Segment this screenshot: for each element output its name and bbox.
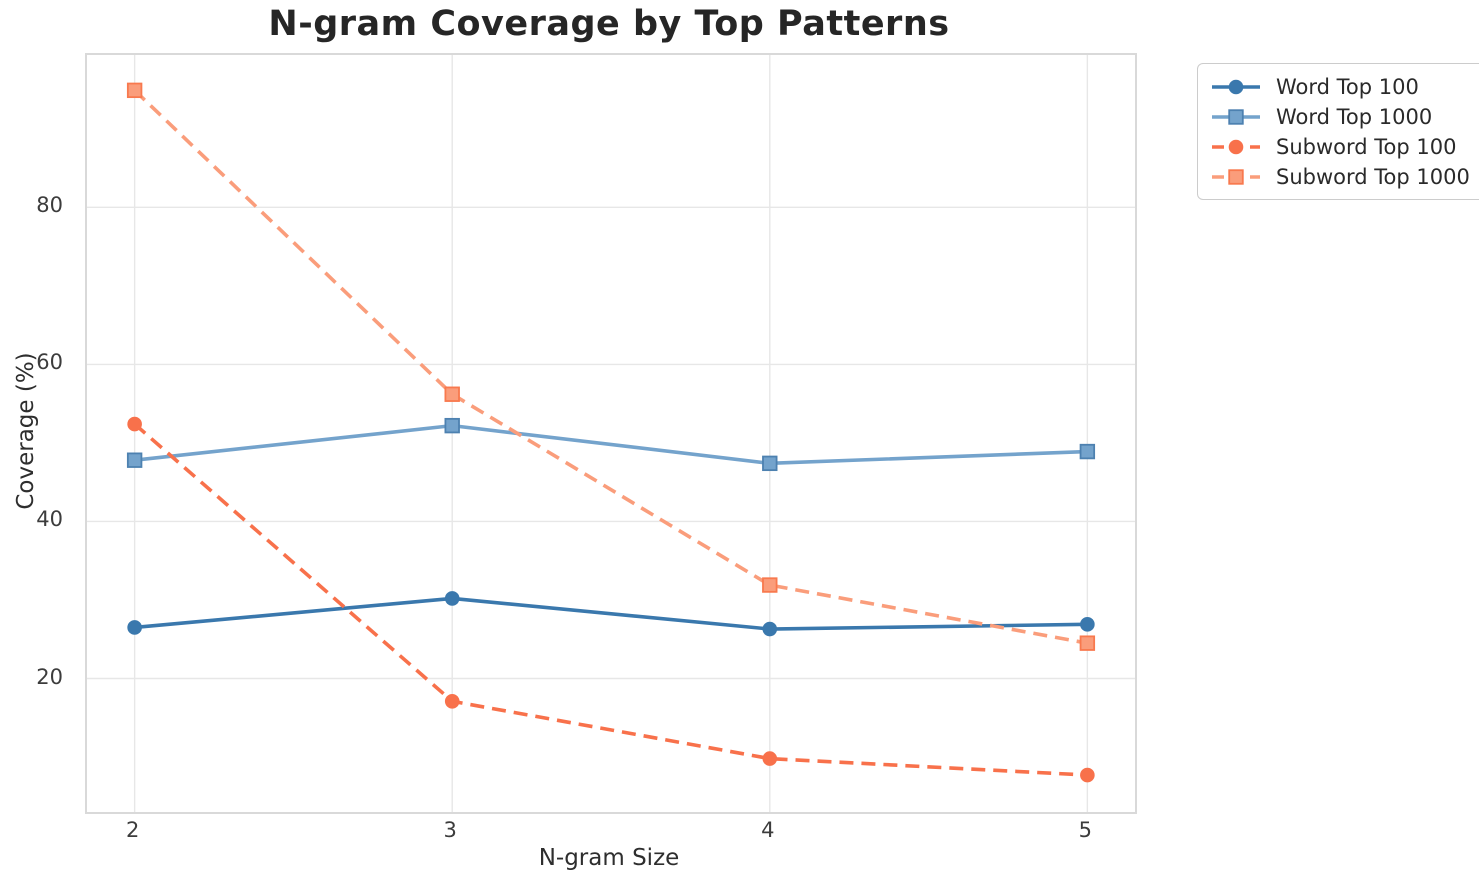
marker-word-top-100 <box>1080 617 1095 632</box>
x-tick-label: 5 <box>1078 818 1093 842</box>
legend-item-subword-top-100: Subword Top 100 <box>1210 134 1470 159</box>
y-axis-ticks: 20 40 60 80 <box>0 53 75 810</box>
x-tick-label: 2 <box>125 818 140 842</box>
x-axis-label: N-gram Size <box>538 845 680 871</box>
legend-item-word-top-1000: Word Top 1000 <box>1210 104 1470 129</box>
chart-canvas <box>87 55 1135 812</box>
marker-subword-top-1000 <box>444 386 460 402</box>
marker-subword-top-100 <box>762 751 778 766</box>
legend-line-sample-icon <box>1212 108 1260 125</box>
legend-item-subword-top-1000: Subword Top 1000 <box>1210 164 1470 189</box>
series-line-word-top-1000 <box>134 423 1088 466</box>
legend-label: Word Top 100 <box>1276 74 1419 99</box>
legend-line-sample-icon <box>1212 79 1260 94</box>
legend-label: Subword Top 1000 <box>1276 164 1470 189</box>
marker-word-top-1000 <box>1079 443 1096 460</box>
marker-word-top-100 <box>762 621 778 637</box>
legend-item-word-top-100: Word Top 100 <box>1210 74 1470 99</box>
marker-subword-top-100 <box>127 416 142 432</box>
marker-word-top-100 <box>444 591 460 606</box>
legend-label: Word Top 1000 <box>1276 104 1433 129</box>
marker-word-top-1000 <box>762 455 778 472</box>
plot-area <box>85 53 1137 814</box>
marker-word-top-100 <box>127 620 142 635</box>
marker-subword-top-100 <box>444 693 460 709</box>
chart-title: N-gram Coverage by Top Patterns <box>268 4 950 44</box>
marker-subword-top-1000 <box>1079 635 1096 651</box>
y-tick-label: 80 <box>36 193 63 218</box>
series-line-subword-top-100 <box>133 422 1088 777</box>
legend: Word Top 100 Word Top 1000 Subword Top 100… <box>1197 63 1479 200</box>
marker-word-top-1000 <box>126 452 143 468</box>
y-tick-label: 60 <box>36 350 63 375</box>
marker-word-top-1000 <box>444 417 460 434</box>
legend-line-sample-icon <box>1212 168 1260 185</box>
y-tick-label: 20 <box>36 664 63 689</box>
marker-subword-top-1000 <box>126 82 143 99</box>
y-tick-label: 40 <box>36 507 63 532</box>
x-tick-label: 4 <box>761 818 775 842</box>
series-line-subword-top-1000 <box>133 89 1088 645</box>
series-line-word-top-100 <box>134 596 1088 631</box>
legend-line-sample-icon <box>1212 139 1260 154</box>
marker-subword-top-100 <box>1080 767 1095 783</box>
x-axis-ticks: 2 3 4 5 <box>85 818 1133 848</box>
marker-subword-top-1000 <box>762 577 778 593</box>
x-tick-label: 3 <box>443 818 457 842</box>
legend-label: Subword Top 100 <box>1276 134 1457 159</box>
